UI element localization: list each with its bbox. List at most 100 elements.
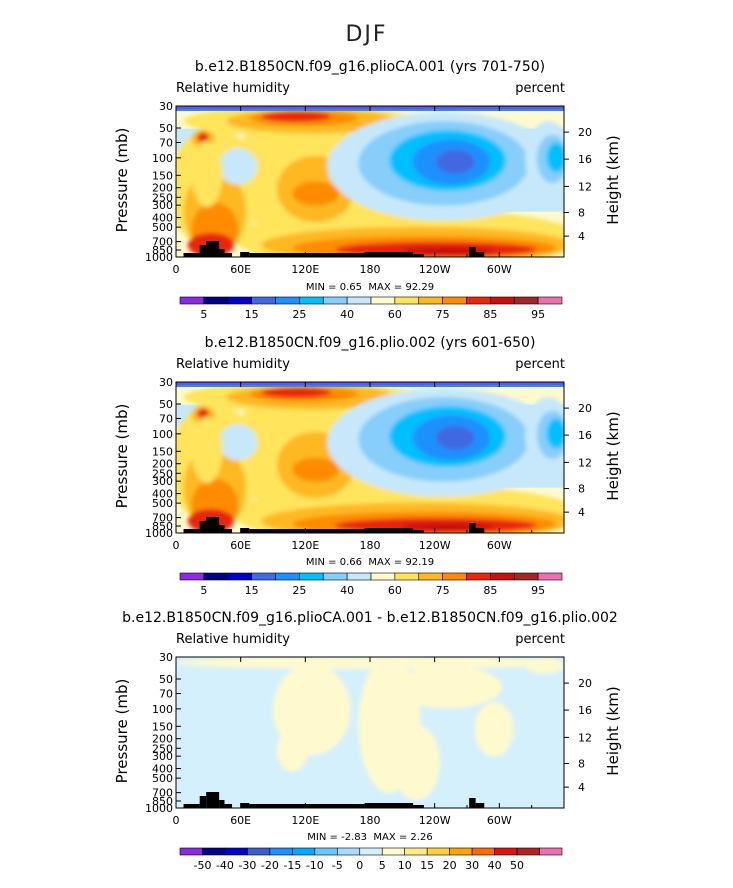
colorbar-swatch <box>404 847 428 856</box>
colorbar-swatch <box>381 847 406 856</box>
colorbar-swatch <box>539 847 563 856</box>
x-tick-label: 60E <box>230 814 251 827</box>
topography-block <box>413 805 424 808</box>
panel-2-minmax: MIN = 0.66 MAX = 92.19 <box>290 557 450 568</box>
colorbar-label: -5 <box>332 859 343 872</box>
topography-block <box>199 521 207 533</box>
panel-1-minmax: MIN = 0.65 MAX = 92.29 <box>290 282 450 293</box>
colorbar-label: -30 <box>238 859 256 872</box>
colorbar-label: 95 <box>531 308 545 321</box>
contour-region <box>191 140 223 208</box>
panel-2-variable-label: Relative humidity <box>176 357 290 372</box>
topography-block <box>413 530 424 533</box>
contour-region <box>525 658 564 674</box>
height-tick-label: 8 <box>578 483 585 496</box>
topography-block <box>469 523 476 533</box>
figure-title: DJF <box>345 22 388 47</box>
y-tick-label: 400 <box>152 763 173 776</box>
y-tick-label: 700 <box>152 787 173 800</box>
topography-block <box>364 252 414 257</box>
colorbar-swatch <box>418 572 443 581</box>
topography-block <box>206 241 220 257</box>
panel-3-min-label: MIN = <box>307 832 338 843</box>
colorbar-swatch <box>336 847 361 856</box>
x-tick-label: 120W <box>419 814 451 827</box>
colorbar-swatch <box>513 296 539 305</box>
colorbar-label: 85 <box>483 584 497 597</box>
x-tick-label: 60W <box>487 539 512 552</box>
x-tick-label: 60E <box>230 263 251 276</box>
panel-3-max-value: 2.26 <box>410 832 433 843</box>
colorbar-label: 60 <box>388 584 402 597</box>
colorbar-swatch <box>179 572 205 581</box>
colorbar-label: -40 <box>216 859 234 872</box>
x-tick-label: 120E <box>291 814 319 827</box>
y-tick-label: 300 <box>152 750 173 763</box>
topography-block <box>475 252 485 257</box>
contour-region <box>292 457 339 482</box>
colorbar-swatch <box>494 847 518 856</box>
colorbar-label: 15 <box>245 584 259 597</box>
contour-region <box>435 149 475 174</box>
y-tick-label: 30 <box>159 376 173 389</box>
y-tick-label: 200 <box>152 182 173 195</box>
colorbar-label: -50 <box>193 859 211 872</box>
y-tick-label: 100 <box>152 703 173 716</box>
height-tick-label: 8 <box>578 758 585 771</box>
colorbar-label: 40 <box>488 859 502 872</box>
topography-block <box>240 803 250 808</box>
y-tick-label: 150 <box>152 169 173 182</box>
colorbar-swatch <box>203 572 229 581</box>
colorbar-swatch <box>490 296 515 305</box>
colorbar-swatch <box>202 847 226 856</box>
colorbar-label: 0 <box>356 859 363 872</box>
colorbar-swatch <box>442 296 467 305</box>
y-tick-label: 70 <box>159 136 173 149</box>
x-tick-label: 0 <box>173 539 180 552</box>
colorbar-swatch <box>471 847 495 856</box>
colorbar-label: 10 <box>398 859 412 872</box>
colorbar-label: 5 <box>200 584 207 597</box>
y-tick-label: 250 <box>152 742 173 755</box>
panel-1-units-label: percent <box>515 81 565 96</box>
colorbar-label: 15 <box>245 308 259 321</box>
colorbar-swatch <box>299 296 324 305</box>
colorbar-swatch <box>275 572 300 581</box>
topography-block <box>219 525 225 533</box>
x-tick-label: 60W <box>487 263 512 276</box>
contour-region <box>191 416 223 484</box>
y-tick-label: 70 <box>159 687 173 700</box>
topography-block <box>469 247 476 257</box>
topography-block <box>219 800 225 808</box>
colorbar-label: 60 <box>388 308 402 321</box>
y-tick-label: 200 <box>152 458 173 471</box>
contour-region <box>218 424 258 461</box>
x-tick-label: 180 <box>360 539 381 552</box>
contour-region <box>218 148 258 185</box>
contour-region <box>474 702 514 757</box>
panel-1-max-label: MAX = <box>368 282 403 293</box>
contour-region <box>261 111 332 122</box>
panel-3-units-label: percent <box>515 632 565 647</box>
y-tick-label: 250 <box>152 467 173 480</box>
x-tick-label: 0 <box>173 814 180 827</box>
y-tick-label: 30 <box>159 651 173 664</box>
height-tick-label: 4 <box>578 230 585 243</box>
panel-1-max-value: 92.29 <box>405 282 435 293</box>
colorbar-label: -15 <box>283 859 301 872</box>
colorbar-swatch <box>426 847 450 856</box>
colorbar-label: 75 <box>436 308 450 321</box>
y-tick-label: 300 <box>152 475 173 488</box>
topography-block <box>219 249 225 257</box>
topography-block <box>224 253 233 257</box>
height-tick-label: 20 <box>578 677 592 690</box>
panel-3-min-value: -2.83 <box>341 832 367 843</box>
colorbar-swatch <box>251 296 276 305</box>
y-tick-label: 500 <box>152 221 173 234</box>
topography-block <box>249 804 365 808</box>
colorbar-swatch <box>442 572 467 581</box>
colorbar-swatch <box>322 296 348 305</box>
field-contours <box>176 382 564 533</box>
panel-2-max-value: 92.19 <box>405 557 435 568</box>
